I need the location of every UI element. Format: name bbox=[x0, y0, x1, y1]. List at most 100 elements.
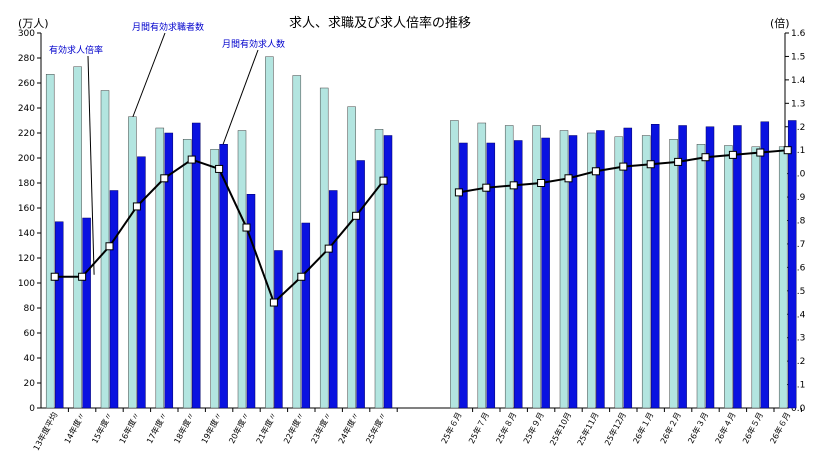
ratio-marker bbox=[454, 188, 463, 197]
bar-job-seekers bbox=[450, 120, 459, 409]
bar-job-seekers bbox=[155, 127, 165, 409]
bar-job-openings bbox=[137, 156, 146, 409]
left-tick-label: 200 bbox=[18, 154, 35, 164]
right-tick-label: 1.3 bbox=[791, 99, 805, 109]
left-tick-label: 300 bbox=[18, 29, 35, 39]
bar-job-openings bbox=[274, 250, 283, 409]
ratio-marker bbox=[482, 183, 491, 192]
right-tick-label: 1.4 bbox=[791, 76, 806, 86]
right-tick-label: 1.5 bbox=[791, 52, 805, 62]
right-tick-label: 1.2 bbox=[791, 123, 805, 133]
bar-job-openings bbox=[733, 125, 742, 409]
bar-job-openings bbox=[301, 222, 311, 409]
right-tick-label: 1.0 bbox=[791, 170, 806, 180]
bar-job-seekers bbox=[559, 130, 569, 409]
x-category-label: 14年度〃 bbox=[62, 410, 87, 445]
bar-job-openings bbox=[678, 125, 687, 409]
x-category-label: 21年度〃 bbox=[254, 410, 279, 445]
x-category-label: 25年７月 bbox=[466, 410, 491, 445]
right-tick-label: 0.8 bbox=[791, 217, 806, 227]
ratio-marker bbox=[352, 211, 361, 220]
left-tick-label: 40 bbox=[24, 354, 36, 364]
bar-job-openings bbox=[54, 221, 64, 409]
x-category-label: 18年度〃 bbox=[172, 410, 197, 445]
x-category-label: 20年度〃 bbox=[226, 410, 251, 445]
bar-job-openings bbox=[650, 124, 660, 409]
right-tick-label: 0.9 bbox=[791, 193, 806, 203]
ratio-marker bbox=[379, 176, 388, 185]
ratio-marker bbox=[509, 181, 518, 190]
x-category-label: 24年度〃 bbox=[336, 410, 361, 445]
bar-job-seekers bbox=[641, 135, 651, 409]
bar-job-openings bbox=[705, 126, 715, 409]
ratio-marker bbox=[591, 167, 600, 176]
bar-job-seekers bbox=[73, 66, 82, 409]
left-tick-label: 100 bbox=[18, 279, 35, 289]
bar-job-seekers bbox=[532, 125, 541, 409]
right-tick-label: 0.4 bbox=[791, 310, 806, 320]
plot-area: 0 20 40 60 80 100 120 140 160 180 200 220 240 260 280 3… bbox=[18, 21, 806, 452]
ratio-marker bbox=[674, 157, 683, 166]
x-category-label: 26年６月 bbox=[768, 410, 793, 445]
bar-job-openings bbox=[82, 217, 91, 409]
right-tick-label: 0.7 bbox=[791, 240, 805, 250]
x-category-label: 26年５月 bbox=[740, 410, 765, 445]
left-tick-label: 120 bbox=[18, 254, 35, 264]
left-tick-label: 260 bbox=[18, 79, 35, 89]
ratio-marker bbox=[50, 272, 59, 281]
ratio-marker bbox=[701, 153, 710, 162]
annotation-label: 月間有効求職者数 bbox=[132, 21, 204, 33]
bar-job-seekers bbox=[724, 145, 733, 409]
bar-job-seekers bbox=[128, 116, 137, 409]
bar-job-openings bbox=[596, 130, 605, 409]
right-tick-label: 0.6 bbox=[791, 263, 806, 273]
left-tick-label: 140 bbox=[18, 229, 35, 239]
left-tick-label: 0 bbox=[29, 404, 35, 414]
bar-job-seekers bbox=[374, 129, 384, 409]
x-category-label: 25年６月 bbox=[439, 410, 464, 445]
ratio-marker bbox=[324, 244, 333, 253]
x-category-label: 25年10月 bbox=[547, 410, 573, 447]
bar-job-seekers bbox=[587, 132, 596, 409]
x-category-label: 13年度平均 bbox=[31, 410, 60, 452]
chart-title: 求人、求職及び求人倍率の推移 bbox=[289, 15, 471, 31]
ratio-marker bbox=[728, 150, 737, 159]
bar-job-seekers bbox=[182, 139, 192, 409]
bar-job-seekers bbox=[265, 56, 274, 409]
left-axis-unit: (万人) bbox=[18, 17, 49, 30]
bar-job-seekers bbox=[696, 144, 706, 409]
bar-job-seekers bbox=[778, 146, 788, 409]
bar-job-openings bbox=[541, 137, 550, 409]
ratio-marker bbox=[646, 160, 655, 169]
left-tick-label: 60 bbox=[24, 329, 36, 339]
left-tick-label: 240 bbox=[18, 104, 35, 114]
right-tick-label: 0.3 bbox=[791, 334, 805, 344]
right-tick-label: 1.6 bbox=[791, 29, 806, 39]
bar-job-openings bbox=[246, 194, 256, 409]
bar-job-seekers bbox=[669, 139, 678, 409]
bar-job-openings bbox=[568, 135, 578, 409]
bar-job-openings bbox=[623, 127, 633, 409]
annotation-label: 有効求人倍率 bbox=[49, 44, 103, 56]
bar-job-openings bbox=[328, 190, 338, 409]
bar-job-openings bbox=[356, 160, 365, 409]
ratio-marker bbox=[537, 179, 546, 187]
right-tick-label: 0.1 bbox=[791, 381, 805, 391]
bar-job-seekers bbox=[45, 74, 55, 409]
annotation-leader-line bbox=[222, 49, 259, 145]
ratio-marker bbox=[269, 298, 278, 307]
bar-job-seekers bbox=[614, 136, 624, 409]
bar-job-seekers bbox=[210, 149, 219, 409]
bar-job-openings bbox=[486, 142, 496, 409]
ratio-marker bbox=[105, 242, 114, 251]
bar-job-openings bbox=[383, 135, 393, 409]
ratio-marker bbox=[297, 272, 306, 281]
x-category-label: 17年度〃 bbox=[144, 410, 169, 445]
x-category-label: 25年11月 bbox=[575, 410, 601, 447]
x-category-label: 25年９月 bbox=[521, 410, 546, 445]
bar-job-seekers bbox=[347, 106, 356, 409]
left-tick-label: 220 bbox=[18, 129, 35, 139]
x-category-label: 25年８月 bbox=[494, 410, 519, 445]
